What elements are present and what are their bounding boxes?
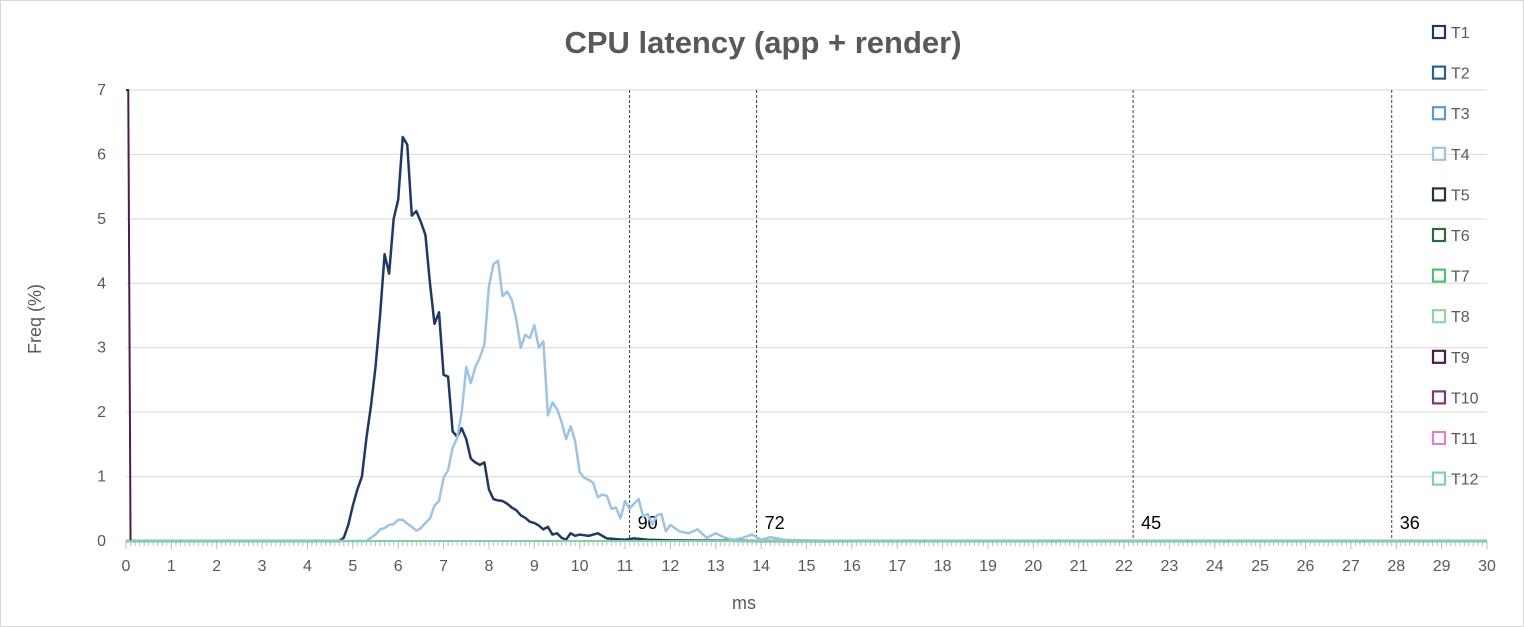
x-tick-label: 23 <box>1161 558 1179 575</box>
x-tick-label: 7 <box>439 558 448 575</box>
y-tick-label: 0 <box>97 533 106 550</box>
x-tick-label: 25 <box>1251 558 1269 575</box>
x-tick-label: 4 <box>303 558 312 575</box>
marker-label: 36 <box>1400 513 1420 533</box>
legend-swatch <box>1431 430 1447 446</box>
legend-swatch <box>1431 471 1447 486</box>
x-tick-label: 3 <box>258 558 267 575</box>
marker-label: 72 <box>765 513 785 533</box>
legend-entry: T9 <box>1451 350 1470 367</box>
legend-swatch <box>1431 106 1447 121</box>
x-tick-label: 26 <box>1297 558 1315 575</box>
x-tick-label: 19 <box>979 558 997 575</box>
x-tick-label: 13 <box>707 558 725 575</box>
x-tick-label: 12 <box>662 558 680 575</box>
y-tick-label: 2 <box>97 404 106 421</box>
x-tick-label: 20 <box>1024 558 1042 575</box>
legend-entry: T5 <box>1451 187 1470 204</box>
legend-swatch <box>1431 187 1447 202</box>
x-tick-label: 18 <box>934 558 952 575</box>
legend-swatch <box>1431 146 1447 161</box>
x-tick-label: 11 <box>617 558 634 575</box>
y-axis-title: Freq (%) <box>25 284 45 354</box>
y-tick-label: 1 <box>97 469 106 486</box>
x-tick-label: 22 <box>1115 558 1133 575</box>
x-tick-label: 14 <box>752 558 770 575</box>
x-tick-label: 1 <box>167 558 176 575</box>
percentile-markers: 90 72 45 36 <box>629 90 1420 541</box>
legend-entry: T6 <box>1451 228 1470 245</box>
series-lines <box>126 89 1487 543</box>
legend-swatch <box>1431 65 1447 80</box>
legend-swatch <box>1431 24 1447 40</box>
chart-title: CPU latency (app + render) <box>564 25 961 60</box>
x-tick-label: 29 <box>1433 558 1451 575</box>
grid-lines <box>126 89 1487 542</box>
marker-label: 45 <box>1141 513 1161 533</box>
legend: T1 T2 T3 T4 T5 T6 T7 T8 T9 T10 T11 T12 <box>1431 24 1479 489</box>
x-tick-label: 30 <box>1478 558 1496 575</box>
x-tick-label: 16 <box>843 558 861 575</box>
x-tick-label: 8 <box>484 558 493 575</box>
legend-entry: T12 <box>1451 472 1479 489</box>
legend-entry: T3 <box>1451 106 1470 123</box>
legend-swatch <box>1431 309 1447 324</box>
x-tick-label: 6 <box>394 558 403 575</box>
legend-entry: T8 <box>1451 309 1470 326</box>
y-tick-label: 3 <box>97 340 106 357</box>
y-tick-label: 4 <box>97 275 106 292</box>
series-line-t9 <box>126 89 1487 542</box>
marker-label: 90 <box>638 513 658 533</box>
legend-entry: T7 <box>1451 269 1470 286</box>
y-tick-label: 7 <box>97 82 106 99</box>
legend-entry: T2 <box>1451 66 1470 83</box>
x-tick-label: 24 <box>1206 558 1224 575</box>
x-tick-label: 9 <box>530 558 539 575</box>
legend-swatch <box>1431 390 1447 405</box>
x-tick-label: 27 <box>1342 558 1360 575</box>
x-tick-label: 10 <box>571 558 589 575</box>
legend-swatch <box>1431 227 1447 243</box>
x-tick-label: 5 <box>348 558 357 575</box>
x-tick-label: 17 <box>888 558 906 575</box>
legend-entry: T1 <box>1451 25 1470 42</box>
legend-entry: T4 <box>1451 147 1470 164</box>
x-tick-label: 21 <box>1070 558 1088 575</box>
legend-swatch <box>1431 349 1447 364</box>
series-line-t1 <box>126 135 1487 543</box>
x-tick-label: 2 <box>212 558 221 575</box>
legend-entry: T11 <box>1451 431 1477 448</box>
y-tick-label: 6 <box>97 146 106 163</box>
x-tick-label: 28 <box>1387 558 1405 575</box>
x-axis-title: ms <box>732 593 756 613</box>
legend-entry: T10 <box>1451 390 1479 407</box>
legend-swatch <box>1431 268 1447 283</box>
x-tick-label: 15 <box>798 558 816 575</box>
x-tick-label: 0 <box>122 558 131 575</box>
series-line-t4 <box>126 259 1487 543</box>
y-tick-label: 5 <box>97 211 106 228</box>
